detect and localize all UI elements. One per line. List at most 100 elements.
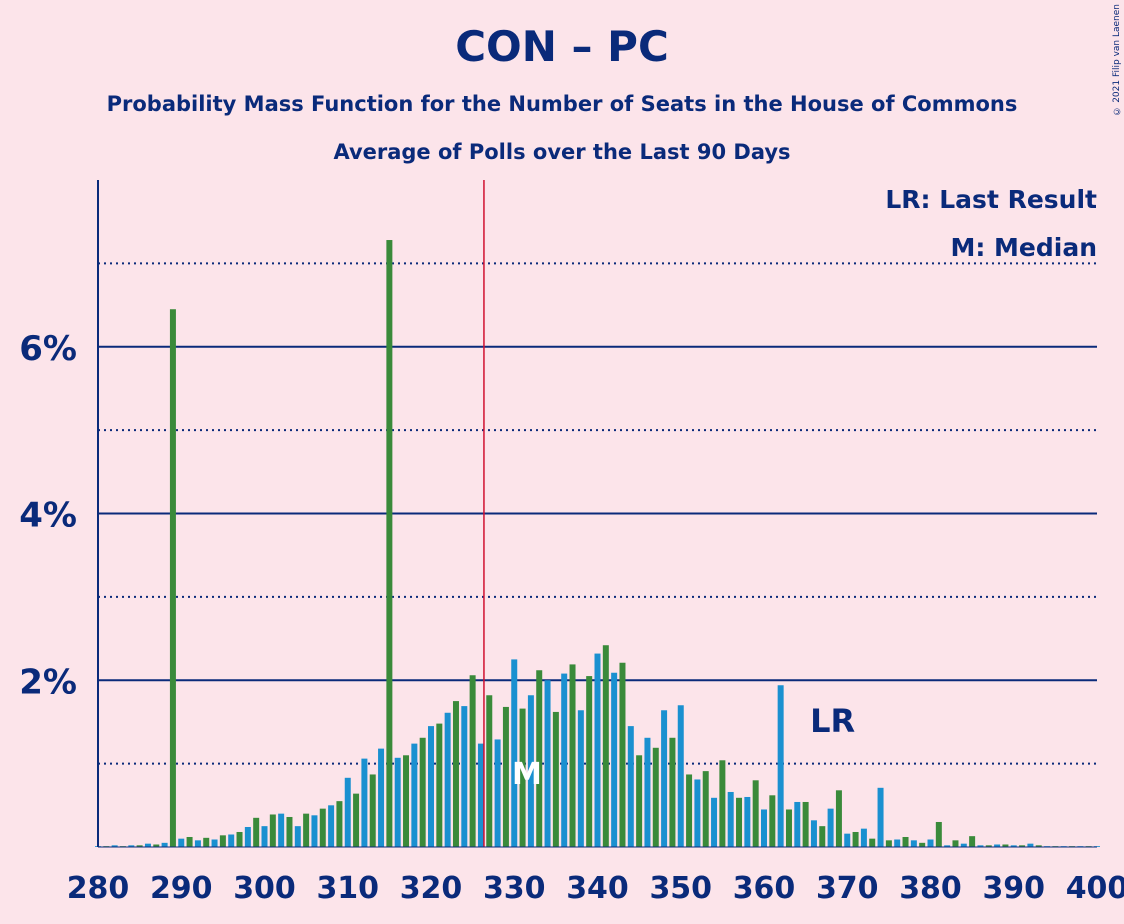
x-tick-label: 400 (1066, 871, 1124, 906)
bar-seat-329 (502, 706, 509, 847)
bar-seat-387 (985, 845, 992, 847)
bar-seat-296 (228, 834, 235, 847)
bar-seat-373 (869, 838, 876, 847)
bar-seat-302 (278, 813, 285, 847)
bar-seat-346 (644, 737, 651, 847)
bar-seat-356 (727, 791, 734, 847)
median-label: M (512, 757, 542, 792)
bar-seat-298 (244, 826, 251, 847)
bar-seat-377 (902, 836, 909, 847)
bar-seat-365 (802, 801, 809, 847)
bar-seat-366 (810, 820, 817, 847)
bar-seat-388 (994, 844, 1001, 847)
x-tick-label: 350 (649, 871, 712, 906)
x-tick-label: 390 (982, 871, 1045, 906)
y-tick-label: 6% (19, 329, 77, 369)
bar-seat-341 (602, 645, 609, 847)
x-tick-label: 320 (400, 871, 463, 906)
bar-seat-357 (736, 797, 743, 847)
bar-seat-314 (378, 748, 385, 847)
bar-seat-376 (894, 839, 901, 847)
bar-seat-351 (686, 774, 693, 847)
bar-seat-319 (419, 737, 426, 847)
bar-seat-299 (253, 817, 260, 847)
x-tick-label: 310 (316, 871, 379, 906)
x-tick-label: 340 (566, 871, 629, 906)
bar-seat-358 (744, 796, 751, 847)
x-tick-label: 300 (233, 871, 296, 906)
bar-seat-337 (569, 664, 576, 847)
bar-seat-284 (128, 845, 135, 847)
bar-seat-310 (344, 777, 351, 847)
bar-seat-384 (960, 843, 967, 847)
bar-seat-389 (1002, 844, 1009, 847)
bar-seat-290 (178, 838, 185, 847)
bar-seat-303 (286, 816, 293, 847)
chart-subtitle: Probability Mass Function for the Number… (106, 92, 1018, 116)
bar-seat-348 (661, 710, 668, 847)
bar-seat-353 (702, 771, 709, 847)
x-tick-label: 330 (483, 871, 546, 906)
bar-seat-372 (860, 828, 867, 847)
bar-seat-313 (369, 774, 376, 847)
x-tick-label: 360 (733, 871, 796, 906)
bar-seat-361 (769, 795, 776, 847)
y-tick-label: 4% (19, 496, 77, 536)
bar-seat-375 (885, 840, 892, 847)
chart-subtitle-2: Average of Polls over the Last 90 Days (333, 140, 791, 164)
bar-seat-393 (1035, 845, 1042, 847)
bar-seat-333 (536, 670, 543, 847)
bar-seat-391 (1019, 845, 1026, 847)
bar-seat-289 (169, 309, 176, 847)
bar-seat-316 (394, 757, 401, 847)
bar-seat-374 (877, 787, 884, 847)
bar-seat-392 (1027, 843, 1034, 847)
bar-seat-340 (594, 653, 601, 847)
x-tick-label: 380 (899, 871, 962, 906)
bar-seat-311 (353, 793, 360, 847)
bar-seat-312 (361, 758, 368, 847)
bar-seat-332 (527, 695, 534, 847)
bar-seat-368 (827, 808, 834, 847)
bar-seat-309 (336, 801, 343, 847)
bar-seat-354 (711, 797, 718, 847)
bar-seat-282 (111, 845, 118, 847)
bar-seat-315 (386, 240, 393, 847)
bar-seat-378 (910, 840, 917, 847)
bar-seat-331 (519, 708, 526, 847)
bar-seat-285 (136, 845, 143, 847)
bar-seat-349 (669, 737, 676, 847)
bar-seat-330 (511, 659, 518, 847)
bar-seat-362 (777, 685, 784, 847)
bar-seat-379 (919, 842, 926, 847)
bar-seat-292 (194, 840, 201, 847)
bar-seat-307 (319, 808, 326, 847)
bar-seat-350 (677, 705, 684, 847)
bar-seat-345 (636, 755, 643, 847)
bar-seat-383 (952, 840, 959, 847)
bar-seat-304 (294, 826, 301, 847)
bar-seat-286 (144, 843, 151, 847)
bar-seat-382 (944, 845, 951, 847)
bar-seat-323 (452, 701, 459, 847)
x-tick-label: 370 (816, 871, 879, 906)
bar-seat-367 (819, 826, 826, 847)
bar-seat-306 (311, 815, 318, 847)
bar-seat-327 (486, 695, 493, 847)
bar-seat-321 (436, 723, 443, 847)
bar-seat-301 (269, 814, 276, 847)
bar-seat-381 (935, 821, 942, 847)
bar-seat-325 (469, 675, 476, 847)
bar-seat-326 (477, 743, 484, 847)
bar-seat-297 (236, 831, 243, 847)
bar-seat-371 (852, 831, 859, 847)
last-result-label: LR (810, 702, 855, 740)
bar-seat-300 (261, 826, 268, 847)
bar-seat-344 (627, 726, 634, 847)
chart-title: CON – PC (455, 22, 669, 71)
bar-seat-336 (561, 673, 568, 847)
bar-seat-363 (785, 809, 792, 847)
bar-seat-386 (977, 845, 984, 847)
bar-seat-318 (411, 743, 418, 847)
